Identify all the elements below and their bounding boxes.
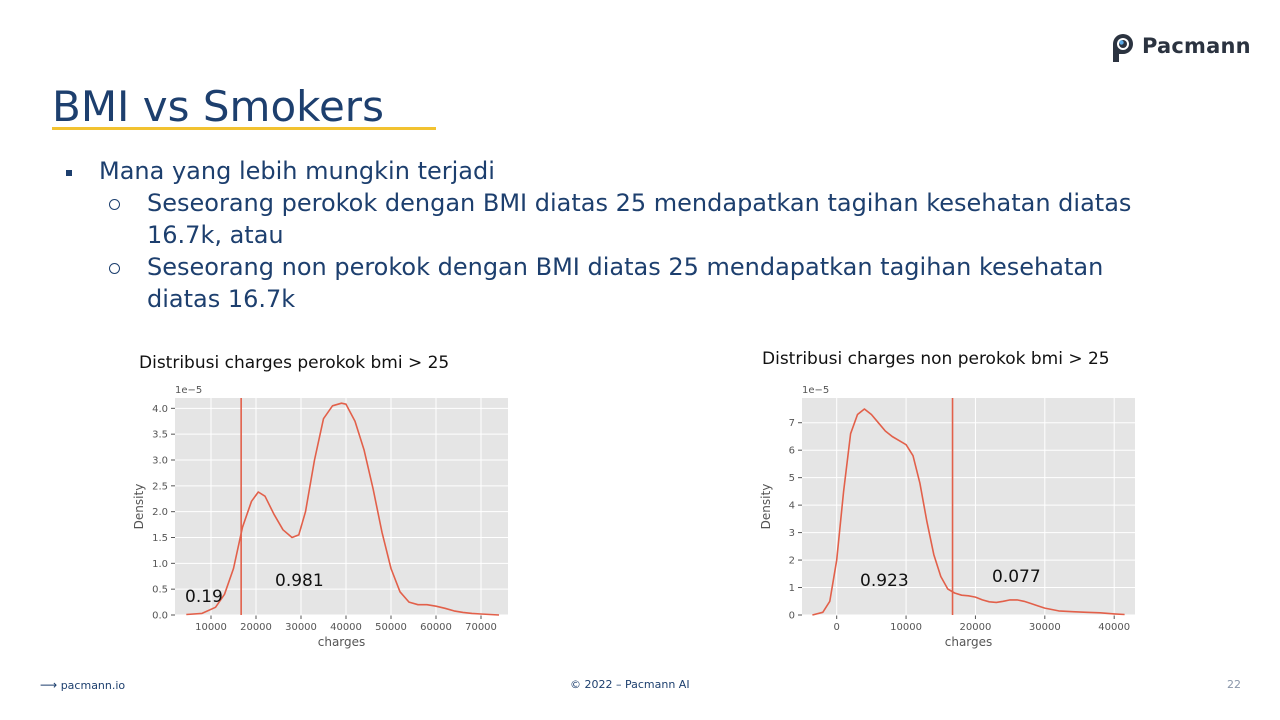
y-tick-label: 1 (789, 583, 795, 594)
y-tick-label: 0.0 (152, 611, 168, 622)
arrow-right-icon: ⟶ (40, 678, 58, 692)
plot-area (802, 398, 1135, 615)
axis-scale-label: 1e−5 (175, 385, 202, 396)
y-tick-label: 4.0 (152, 404, 168, 415)
x-tick-label: 10000 (195, 622, 227, 633)
chart-2-title: Distribusi charges non perokok bmi > 25 (762, 349, 1110, 369)
chart-non-smokers: 0 10000 20000 30000 40000 0 1 2 3 4 5 6 7 1e−5 charges… (760, 385, 1135, 649)
y-tick-label: 3 (789, 528, 795, 539)
y-tick-label: 2.5 (152, 481, 168, 492)
y-tick-label: 3.0 (152, 456, 168, 467)
y-tick-label: 1.0 (152, 559, 168, 570)
y-tick-label: 5 (789, 473, 795, 484)
probability-annotation: 0.923 (860, 571, 909, 591)
x-tick-label: 40000 (330, 622, 362, 633)
y-tick-label: 0.5 (152, 585, 168, 596)
y-tick-label: 0 (789, 611, 795, 622)
bullet-square-icon (66, 170, 72, 176)
y-axis-label: Density (132, 484, 146, 530)
x-tick-label: 60000 (420, 622, 452, 633)
density-line (812, 408, 1125, 616)
page-number: 22 (1227, 678, 1241, 691)
pacmann-logo-icon (1113, 34, 1133, 62)
x-tick-label: 30000 (1029, 622, 1061, 633)
sub-bullet-circle-icon (109, 263, 120, 274)
footer-site-label: pacmann.io (60, 679, 126, 692)
density-line (186, 402, 500, 616)
bullet-main: Mana yang lebih mungkin terjadi (99, 157, 495, 185)
x-tick-label: 40000 (1098, 622, 1130, 633)
y-tick-label: 1.5 (152, 533, 168, 544)
x-tick-label: 10000 (890, 622, 922, 633)
y-tick-label: 2 (789, 556, 795, 567)
x-tick-label: 0 (834, 622, 840, 633)
axis-scale-label: 1e−5 (802, 385, 829, 396)
footer-site[interactable]: ⟶ pacmann.io (40, 678, 125, 692)
chart-smokers: 10000 20000 30000 40000 50000 60000 70000 0.0 0.… (132, 385, 508, 649)
sub-bullet-2: Seseorang non perokok dengan BMI diatas … (147, 253, 1104, 313)
x-axis-label: charges (945, 635, 993, 649)
x-axis-label: charges (318, 635, 366, 649)
y-tick-label: 7 (789, 418, 795, 429)
probability-annotation: 0.981 (275, 571, 324, 591)
probability-annotation: 0.077 (992, 567, 1041, 587)
probability-annotation: 0.19 (185, 587, 223, 607)
sub-bullet-circle-icon (109, 199, 120, 210)
x-tick-label: 30000 (285, 622, 317, 633)
footer-copyright: © 2022 – Pacmann AI (570, 678, 690, 691)
sub-bullet-1: Seseorang perokok dengan BMI diatas 25 m… (147, 189, 1132, 249)
x-tick-label: 50000 (375, 622, 407, 633)
chart-1-title: Distribusi charges perokok bmi > 25 (139, 353, 450, 373)
logo-wordmark: Pacmann (1142, 34, 1251, 58)
x-tick-label: 20000 (960, 622, 992, 633)
x-tick-label: 20000 (240, 622, 272, 633)
title-underline (52, 127, 436, 130)
y-tick-label: 6 (789, 446, 795, 457)
y-tick-label: 3.5 (152, 430, 168, 441)
x-tick-label: 70000 (465, 622, 497, 633)
y-axis-label: Density (760, 484, 773, 530)
y-tick-label: 4 (789, 501, 795, 512)
pacmann-logo: Pacmann (1108, 28, 1251, 68)
y-tick-label: 2.0 (152, 507, 168, 518)
plot-area (175, 398, 508, 615)
slide-title: BMI vs Smokers (52, 82, 384, 131)
